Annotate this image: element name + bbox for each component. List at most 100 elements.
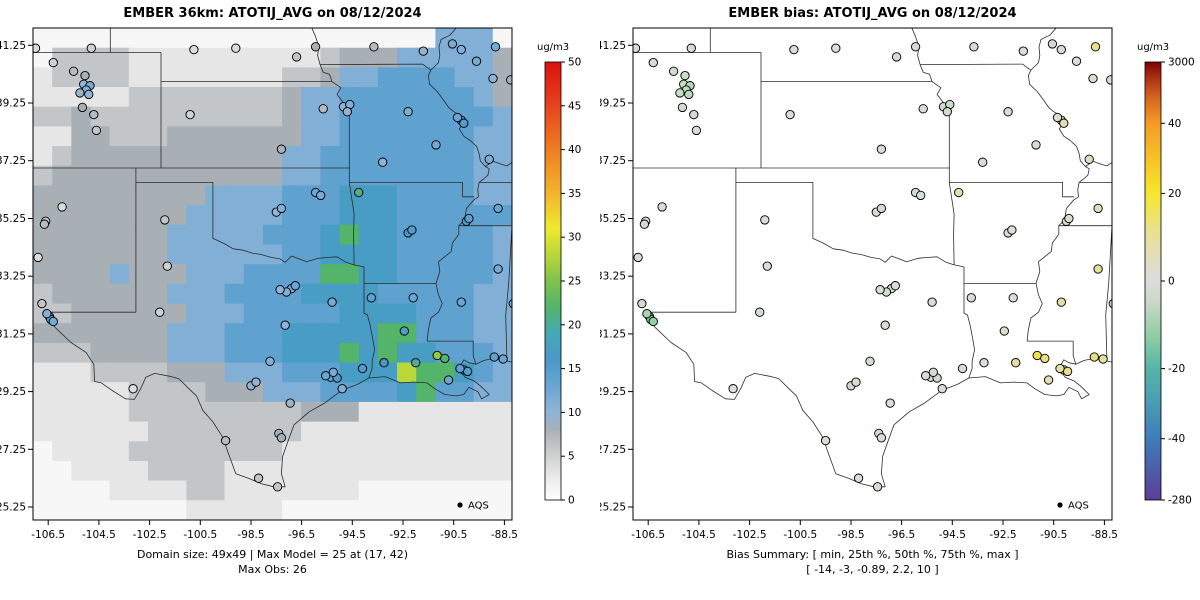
raster-cell xyxy=(473,126,494,147)
station-dot xyxy=(891,52,902,62)
raster-cell xyxy=(339,362,360,383)
state-boundary xyxy=(949,182,1074,198)
station-dot xyxy=(1093,264,1103,274)
raster-cell xyxy=(52,303,72,324)
raster-cell xyxy=(167,342,187,364)
raster-cell xyxy=(52,244,72,265)
raster-cell xyxy=(454,185,475,206)
station-dot xyxy=(33,43,41,53)
raster-cell xyxy=(109,303,130,324)
raster-cell xyxy=(435,461,456,482)
raster-cell xyxy=(52,401,72,423)
raster-cell xyxy=(320,87,341,108)
raster-cell xyxy=(339,87,360,108)
raster-cell xyxy=(167,303,187,324)
raster-cell xyxy=(148,500,168,520)
raster-cell xyxy=(167,480,187,501)
raster-cell xyxy=(320,224,341,246)
station-dot xyxy=(1040,353,1050,364)
raster-cell xyxy=(148,126,168,147)
aqs-legend-label: AQS xyxy=(1068,501,1089,512)
raster-cell xyxy=(435,146,456,167)
raster-cell xyxy=(186,205,207,226)
raster-cell xyxy=(262,303,283,324)
raster-cell xyxy=(205,47,226,68)
raster-cell xyxy=(320,461,341,482)
station-dot xyxy=(378,157,388,167)
raster-cell xyxy=(262,264,283,285)
raster-cell xyxy=(52,28,72,49)
raster-cell xyxy=(224,480,245,501)
raster-cell xyxy=(473,401,494,423)
raster-cell xyxy=(109,441,130,462)
raster-cell xyxy=(128,303,149,324)
raster-cell xyxy=(262,500,283,520)
station-dot xyxy=(916,190,926,201)
raster-cell xyxy=(473,244,494,265)
raster-cell xyxy=(33,461,53,482)
station-dot xyxy=(875,285,885,295)
station-dot xyxy=(880,320,890,330)
raster-cell xyxy=(128,480,149,501)
state-boundary xyxy=(735,182,955,266)
raster-cell xyxy=(109,323,130,344)
raster-cell xyxy=(205,382,226,403)
x-axis-tick-label: -98.5 xyxy=(237,529,264,541)
raster-cell xyxy=(397,421,417,442)
raster-cell xyxy=(148,165,168,187)
raster-cell xyxy=(109,185,130,206)
raster-cell xyxy=(90,283,111,305)
raster-cell xyxy=(301,303,321,324)
raster-cell xyxy=(52,461,72,482)
raster-cell xyxy=(224,165,245,187)
raster-cell xyxy=(109,106,130,127)
raster-cell xyxy=(397,87,417,108)
model-panel-caption: Domain size: 49x49 | Max Model = 25 at (… xyxy=(0,547,545,577)
station-dot xyxy=(1088,73,1098,84)
raster-cell xyxy=(243,244,264,265)
raster-cell xyxy=(90,362,111,383)
aqs-legend-dot-icon xyxy=(457,502,463,508)
station-dot xyxy=(253,473,264,483)
colorbar-tick-label: 25 xyxy=(568,276,581,288)
station-dot xyxy=(155,307,165,317)
station-dot xyxy=(918,104,928,114)
raster-cell xyxy=(71,342,92,364)
raster-cell xyxy=(224,401,245,423)
raster-cell xyxy=(301,106,321,127)
station-dot xyxy=(966,293,976,303)
raster-cell xyxy=(416,283,436,305)
station-dot xyxy=(1043,375,1054,385)
station-dot xyxy=(462,366,473,377)
raster-cell xyxy=(358,264,379,285)
station-dot xyxy=(890,281,900,291)
station-dot xyxy=(316,190,326,201)
raster-cell xyxy=(435,421,456,442)
station-dot xyxy=(379,358,389,368)
raster-cell xyxy=(186,461,207,482)
raster-cell xyxy=(205,283,226,305)
raster-cell xyxy=(262,244,283,265)
raster-cell xyxy=(33,323,53,344)
station-dot xyxy=(276,203,287,214)
raster-cell xyxy=(339,500,360,520)
colorbar-tick-label: 10 xyxy=(568,407,581,419)
raster-cell xyxy=(473,441,494,462)
raster-cell xyxy=(52,342,72,364)
raster-cell xyxy=(416,441,436,462)
raster-cell xyxy=(397,441,417,462)
raster-cell xyxy=(492,382,512,403)
raster-cell xyxy=(243,87,264,108)
raster-cell xyxy=(358,185,379,206)
raster-cell xyxy=(205,165,226,187)
x-axis-tick-label: -88.5 xyxy=(1091,529,1118,541)
raster-cell xyxy=(339,283,360,305)
raster-cell xyxy=(33,500,53,520)
raster-cell xyxy=(397,165,417,187)
raster-cell xyxy=(358,480,379,501)
station-dot xyxy=(677,102,688,113)
raster-cell xyxy=(377,264,398,285)
station-dot xyxy=(820,435,831,446)
raster-cell xyxy=(454,264,475,285)
station-dot xyxy=(942,107,952,117)
